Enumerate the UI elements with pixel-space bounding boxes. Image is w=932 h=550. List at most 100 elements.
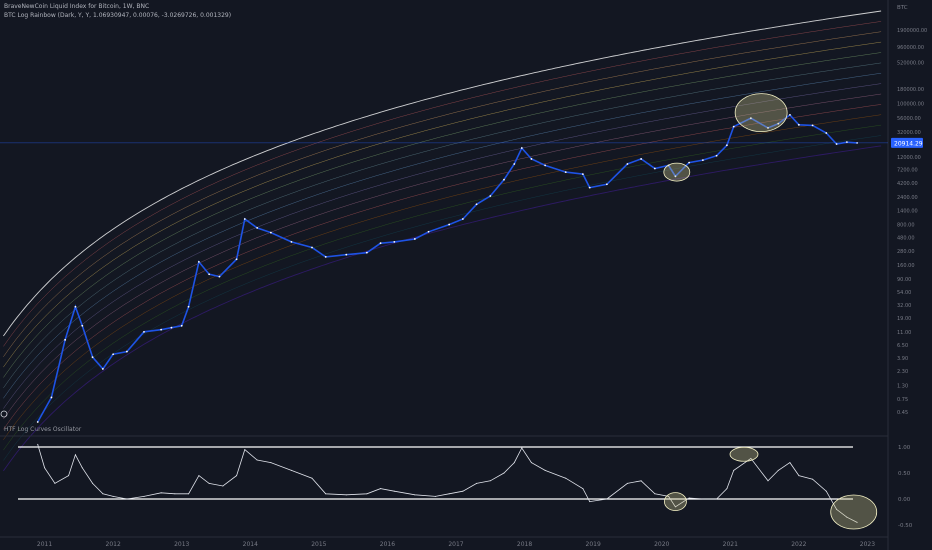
time-tick-label: 2016	[380, 541, 395, 548]
price-tick-label: 56000.00	[897, 116, 921, 122]
oscillator-point	[733, 469, 735, 471]
price-point	[588, 186, 591, 189]
oscillator-point	[789, 462, 791, 464]
price-tick-label: 0.75	[897, 397, 908, 403]
oscillator-point	[476, 482, 478, 484]
oscillator-point	[582, 488, 584, 490]
price-point	[674, 175, 677, 178]
price-point	[825, 132, 828, 134]
oscillator-point	[414, 494, 416, 496]
price-point	[732, 125, 735, 128]
rainbow-curve	[3, 114, 882, 440]
price-tick-label: 520000.00	[897, 60, 924, 66]
price-tick-label: 280.00	[897, 249, 915, 255]
price-point	[427, 230, 430, 233]
oscillator-point	[256, 459, 258, 461]
oscillator-point	[236, 475, 238, 477]
oscillator-point	[44, 467, 46, 469]
price-tick-label: 6.50	[897, 343, 908, 349]
time-tick-label: 2015	[311, 541, 326, 548]
oscillator-tick-label: 1.00	[898, 445, 911, 451]
rainbow-bands	[3, 10, 882, 472]
price-point	[50, 396, 53, 399]
oscillator-point	[345, 494, 347, 496]
oscillator-panel	[18, 443, 858, 523]
rainbow-curve	[3, 124, 882, 451]
price-point	[489, 195, 492, 197]
oscillator-point	[434, 495, 436, 497]
oscillator-point	[208, 482, 210, 484]
price-point	[626, 163, 629, 165]
price-point	[503, 178, 505, 181]
oscillator-point	[544, 469, 546, 471]
rainbow-curve	[3, 72, 882, 399]
price-point	[393, 240, 396, 243]
oscillator-point	[290, 469, 292, 471]
oscillator-tick-label: 0.50	[898, 471, 911, 477]
rainbow-curve	[3, 21, 882, 347]
price-point	[125, 350, 128, 353]
price-tick-label: 480.00	[897, 235, 915, 241]
price-tick-label: 1900000.00	[897, 28, 927, 34]
oscillator-point	[812, 478, 814, 480]
oscillator-point	[489, 480, 491, 482]
oscillator-point	[716, 498, 718, 500]
oscillator-point	[311, 477, 313, 479]
price-point	[243, 218, 246, 220]
oscillator-point	[767, 480, 769, 482]
price-point	[180, 324, 183, 327]
oscillator-point	[798, 475, 800, 477]
oscillator-point	[68, 475, 70, 477]
oscillator-point	[513, 462, 515, 464]
price-point	[640, 158, 643, 160]
oscillator-title: HTF Log Curves Oscillator	[4, 426, 82, 433]
price-tick-label: 960000.00	[897, 45, 924, 51]
price-point	[218, 275, 221, 278]
oscillator-point	[530, 462, 532, 464]
price-point	[835, 143, 838, 145]
price-line	[37, 113, 858, 423]
oscillator-point	[81, 467, 83, 469]
price-tick-label: 1.30	[897, 383, 908, 389]
price-tick-label: 12000.00	[897, 155, 921, 161]
price-tick-label: 11.00	[897, 330, 911, 336]
price-tick-label: 2.30	[897, 369, 908, 375]
oscillator-point	[54, 482, 56, 484]
highlight-ellipse	[830, 494, 878, 530]
oscillator-point	[777, 469, 779, 471]
oscillator-point	[174, 493, 176, 495]
symbol-title: BraveNewCoin Liquid Index for Bitcoin, 1…	[4, 3, 150, 10]
time-tick-label: 2022	[791, 541, 806, 548]
highlight-ellipse	[734, 93, 788, 133]
settings-icon	[0, 410, 8, 418]
price-point	[269, 231, 272, 234]
rainbow-curve	[3, 52, 882, 378]
highlight-ellipses	[663, 93, 878, 530]
price-point	[208, 273, 211, 276]
oscillator-point	[143, 495, 145, 497]
time-tick-label: 2020	[654, 541, 669, 548]
price-point	[101, 368, 104, 370]
oscillator-point	[589, 501, 591, 503]
oscillator-point	[380, 488, 382, 490]
oscillator-point	[654, 493, 656, 495]
price-tick-label: 32000.00	[897, 130, 921, 136]
price-tick-label: 180000.00	[897, 87, 924, 93]
oscillator-point	[74, 454, 76, 456]
oscillator-tick-label: -0.50	[898, 523, 913, 529]
price-tick-label: 0.45	[897, 410, 908, 416]
price-tick-label: 19.00	[897, 316, 911, 322]
rainbow-curve	[3, 62, 882, 389]
price-tick-label: 100000.00	[897, 102, 924, 108]
price-series	[36, 113, 859, 423]
price-point	[74, 305, 77, 308]
price-point	[160, 328, 163, 331]
time-tick-label: 2019	[586, 541, 601, 548]
price-point	[112, 353, 115, 356]
price-point	[725, 144, 728, 147]
highlight-ellipse	[729, 446, 759, 462]
price-point	[811, 124, 814, 127]
